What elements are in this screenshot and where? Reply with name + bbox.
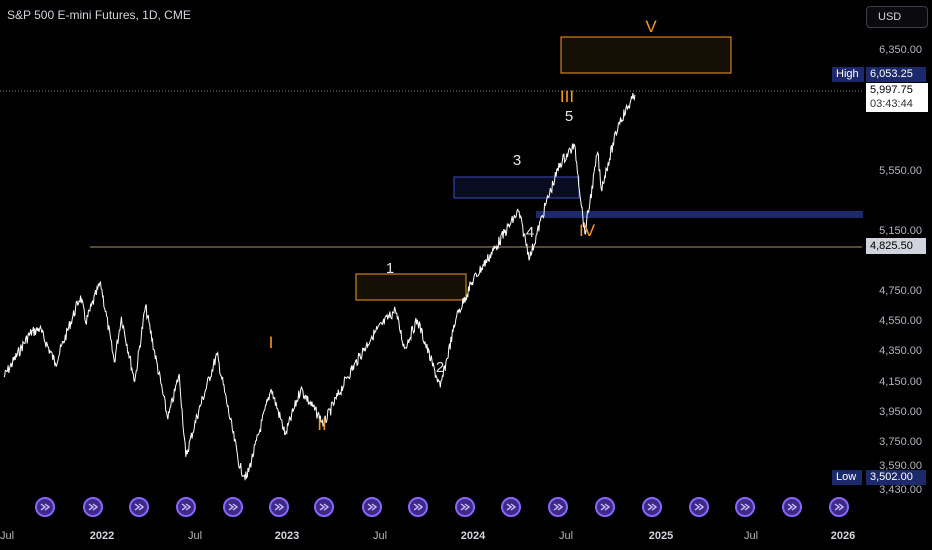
time-tick-label: Jul <box>743 530 759 542</box>
price-line <box>3 92 636 481</box>
economic-event-icon[interactable] <box>595 497 615 517</box>
economic-event-icon[interactable] <box>362 497 382 517</box>
price-tick-label: 4,750.00 <box>879 285 922 298</box>
wave-label-major-5: V <box>645 17 657 36</box>
low-label: Low <box>832 470 862 485</box>
economic-event-icon[interactable] <box>129 497 149 517</box>
economic-event-icon[interactable] <box>548 497 568 517</box>
last-price-value: 5,997.75 <box>866 83 928 98</box>
time-tick-label: 2023 <box>274 530 300 542</box>
economic-event-icon[interactable] <box>83 497 103 517</box>
wave-label-minor-2: 2 <box>436 359 444 376</box>
time-tick-label: 2026 <box>830 530 856 542</box>
price-tick-label: 3,430.00 <box>879 484 922 496</box>
level-price-tag: 4,825.50 <box>866 238 926 254</box>
price-tick-label: 3,750.00 <box>879 435 922 448</box>
price-tick-label: 3,590.00 <box>879 459 922 472</box>
zone-wave-1 <box>355 273 467 301</box>
economic-event-icon[interactable] <box>35 497 55 517</box>
price-tick-label: 5,150.00 <box>879 224 922 237</box>
wave-label-minor-4: 4 <box>526 224 534 241</box>
target-zone-v <box>560 36 732 74</box>
time-tick-label: 2025 <box>648 530 674 542</box>
time-tick-label: Jul <box>372 530 388 542</box>
time-tick-label: Jul <box>0 530 15 542</box>
chart-title: S&P 500 E-mini Futures, 1D, CME <box>7 8 191 22</box>
wave-label-major-3: III <box>560 87 574 106</box>
price-tick-label: 4,350.00 <box>879 345 922 358</box>
wave-label-major-4: IV <box>579 221 596 240</box>
currency-button[interactable]: USD <box>866 6 928 28</box>
price-tick-label: 6,350.00 <box>879 44 922 56</box>
economic-event-icon[interactable] <box>269 497 289 517</box>
time-tick-label: Jul <box>187 530 203 542</box>
time-tick-label: Jul <box>558 530 574 542</box>
bar-countdown: 03:43:44 <box>866 97 928 112</box>
economic-event-icon[interactable] <box>782 497 802 517</box>
economic-event-icon[interactable] <box>829 497 849 517</box>
economic-event-icon[interactable] <box>455 497 475 517</box>
price-tick-label: 4,150.00 <box>879 375 922 388</box>
economic-event-icon[interactable] <box>176 497 196 517</box>
wave-label-major-2: II <box>317 415 326 434</box>
price-tick-label: 5,550.00 <box>879 164 922 177</box>
economic-event-icon[interactable] <box>735 497 755 517</box>
zone-wave-3 <box>453 176 580 199</box>
low-value: 3,502.00 <box>866 470 926 485</box>
economic-event-icon[interactable] <box>642 497 662 517</box>
economic-event-icon[interactable] <box>314 497 334 517</box>
economic-event-icon[interactable] <box>501 497 521 517</box>
high-value: 6,053.25 <box>866 67 926 82</box>
economic-event-icon[interactable] <box>408 497 428 517</box>
price-tick-label: 3,950.00 <box>879 405 922 418</box>
economic-event-icon[interactable] <box>223 497 243 517</box>
economic-event-icon[interactable] <box>689 497 709 517</box>
price-tick-label: 4,550.00 <box>879 315 922 328</box>
wave-label-minor-5: 5 <box>565 108 573 125</box>
high-label: High <box>832 67 864 82</box>
time-tick-label: 2024 <box>460 530 486 542</box>
wave-label-minor-1: 1 <box>386 260 394 277</box>
time-tick-label: 2022 <box>89 530 115 542</box>
support-zone-iv <box>536 211 863 218</box>
wave-label-minor-3: 3 <box>513 152 521 169</box>
wave-label-major-1: I <box>269 333 274 352</box>
